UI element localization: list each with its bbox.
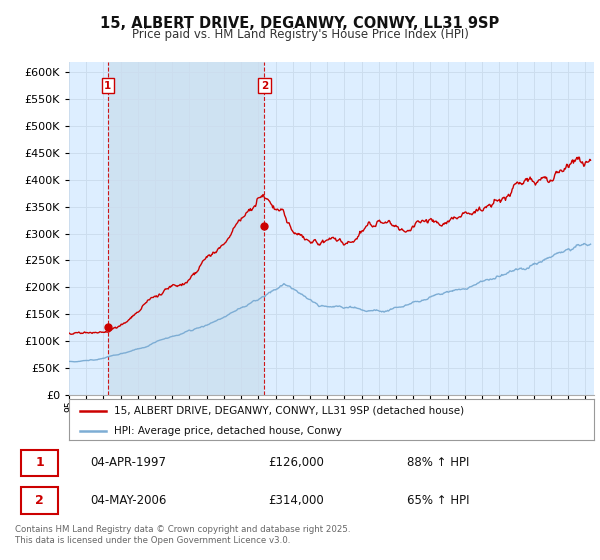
- FancyBboxPatch shape: [21, 487, 58, 514]
- Text: 65% ↑ HPI: 65% ↑ HPI: [407, 494, 469, 507]
- Text: 04-APR-1997: 04-APR-1997: [90, 456, 166, 469]
- Text: 1: 1: [35, 456, 44, 469]
- Text: 04-MAY-2006: 04-MAY-2006: [90, 494, 166, 507]
- Text: 15, ALBERT DRIVE, DEGANWY, CONWY, LL31 9SP: 15, ALBERT DRIVE, DEGANWY, CONWY, LL31 9…: [100, 16, 500, 31]
- Text: 88% ↑ HPI: 88% ↑ HPI: [407, 456, 469, 469]
- Text: 15, ALBERT DRIVE, DEGANWY, CONWY, LL31 9SP (detached house): 15, ALBERT DRIVE, DEGANWY, CONWY, LL31 9…: [113, 405, 464, 416]
- Bar: [108, 62, 265, 395]
- Text: £126,000: £126,000: [268, 456, 325, 469]
- Text: 1: 1: [104, 81, 112, 91]
- Text: Contains HM Land Registry data © Crown copyright and database right 2025.
This d: Contains HM Land Registry data © Crown c…: [15, 525, 350, 545]
- Text: 2: 2: [261, 81, 268, 91]
- Text: Price paid vs. HM Land Registry's House Price Index (HPI): Price paid vs. HM Land Registry's House …: [131, 28, 469, 41]
- Text: 2: 2: [35, 494, 44, 507]
- FancyBboxPatch shape: [21, 450, 58, 476]
- Text: £314,000: £314,000: [268, 494, 324, 507]
- Text: HPI: Average price, detached house, Conwy: HPI: Average price, detached house, Conw…: [113, 426, 341, 436]
